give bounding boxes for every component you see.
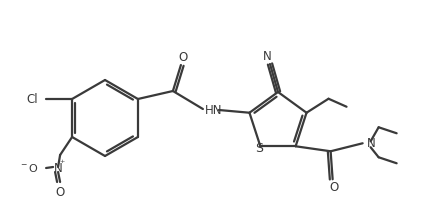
Text: O: O [55, 185, 65, 198]
Text: $^-$O: $^-$O [19, 162, 39, 174]
Text: S: S [255, 142, 263, 155]
Text: O: O [329, 181, 338, 194]
Text: N: N [54, 161, 62, 175]
Text: N: N [366, 137, 375, 150]
Text: N: N [263, 50, 271, 63]
Text: HN: HN [205, 104, 222, 117]
Text: Cl: Cl [27, 92, 38, 105]
Text: O: O [178, 50, 187, 63]
Text: $^+$: $^+$ [58, 159, 66, 168]
